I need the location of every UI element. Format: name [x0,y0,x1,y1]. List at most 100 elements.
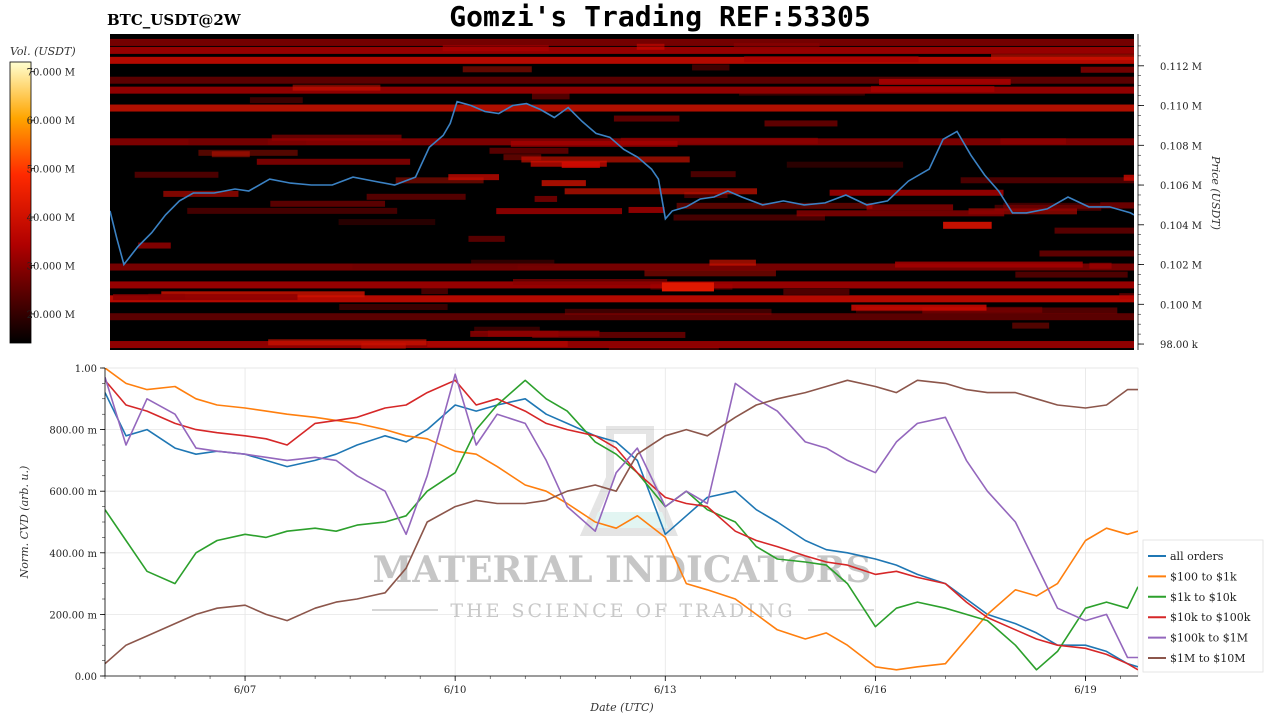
heatmap-band [110,46,1134,54]
heatmap-cell [676,202,873,209]
heatmap-cell [361,342,406,349]
cvd-x-axis-label: Date (UTC) [589,701,653,714]
heatmap-cell [628,206,665,213]
heatmap-cell [943,221,992,229]
price-tick-label: 0.112 M [1160,62,1202,73]
heatmap-cell [496,208,623,215]
heatmap-cell [211,151,250,158]
heatmap-cell [1089,262,1112,269]
heatmap-cell [636,43,665,50]
heatmap-cell [134,171,219,178]
heatmap-cell [786,161,904,168]
heatmap-cell [1100,202,1134,209]
cvd-y-tick-label: 800.00 m [49,426,97,437]
heatmap-cell [442,45,549,52]
legend: all orders $100 to $1k $1k to $10k $10k to … [1142,539,1264,673]
cvd-x-tick-label: 6/07 [234,685,256,696]
heatmap-cell [489,147,569,154]
colorbar-tick-label: 20.000 M [27,310,75,321]
heatmap-cell [692,64,730,71]
heatmap-cell [796,210,1005,217]
heatmap-cell [783,288,850,295]
heatmap-cell [448,174,500,181]
heatmap-cell [187,207,398,214]
cvd-series-line [105,379,1138,665]
heatmap-cell [352,263,518,270]
heatmap-cell [292,84,381,91]
colorbar-label: Vol. (USDT) [10,45,76,58]
heatmap-cell [922,307,1118,314]
price-axis-label: Price (USDT) [1209,155,1222,230]
cvd-y-tick-label: 0.00 [75,672,97,683]
price-line [110,100,1134,267]
heatmap-cell [249,97,303,104]
legend-entry-label: $100k to $1M [1170,632,1248,645]
heatmap-cell [474,326,540,333]
cvd-x-tick-label: 6/13 [654,685,676,696]
heatmap-cell [541,180,586,187]
legend-entry-label: all orders [1170,550,1224,563]
heatmap-panel: 0.112 M 0.110 M 0.108 M 0.106 M 0.104 M 0.102… [110,34,1222,351]
heatmap-cell [879,78,1011,85]
heatmap-cell [366,193,466,200]
heatmap-band [110,295,1134,303]
heatmap-band [110,76,1134,84]
heatmap-cell [733,43,820,50]
heatmap-cell [268,339,427,346]
price-tick-label: 0.104 M [1160,221,1202,232]
colorbar: Vol. (USDT) 70.000 M 60.000 M 50.000 M 40.0… [9,45,76,344]
heatmap-cell [338,219,436,226]
legend-entry-label: $10k to $100k [1170,611,1251,624]
cvd-series-line [105,392,1138,668]
heatmap-cell [991,54,1134,61]
chart-title: Gomzi's Trading REF:53305 [449,0,871,33]
heatmap-cell [468,235,505,242]
heatmap-cell [163,190,239,197]
heatmap-band [110,104,1134,112]
price-tick-label: 0.106 M [1160,181,1202,192]
heatmap-cell [690,171,736,178]
heatmap-cell [829,189,1004,196]
cvd-x-tick-label: 6/16 [864,685,886,696]
heatmap-cell [532,331,686,338]
heatmap-cell [138,242,171,249]
colorbar-gradient [9,61,32,344]
heatmap-cell [267,138,421,145]
legend-entry-label: $1k to $10k [1170,591,1237,604]
heatmap-cell [1119,293,1134,300]
heatmap-cell [256,158,411,165]
heatmap-cell [1015,271,1128,278]
cvd-series-line [105,379,1138,671]
heatmap-cell [968,208,1077,215]
watermark-tagline: THE SCIENCE OF TRADING [450,600,795,622]
legend-entry-label: $100 to $1k [1170,570,1237,583]
price-tick-label: 0.102 M [1160,261,1202,272]
price-tick-label: 0.110 M [1160,102,1202,113]
colorbar-tick-label: 60.000 M [27,116,75,127]
heatmap-cell [608,346,719,350]
heatmap-cell [561,161,600,168]
heatmap-cell [421,288,448,295]
heatmap-cell [661,282,714,292]
heatmap-cell [503,154,542,161]
heatmap-cell [960,177,1134,184]
heatmap-cell [895,261,1083,268]
cvd-x-tick-label: 6/10 [444,685,466,696]
price-tick-label: 98.00 k [1160,340,1199,351]
colorbar-tick-label: 50.000 M [27,165,75,176]
heatmap-cell [613,115,680,122]
heatmap-band [110,38,1134,46]
cvd-series-line [105,368,1138,671]
cvd-x-tick-label: 6/19 [1074,685,1096,696]
heatmap-cell [744,56,919,63]
colorbar-tick-label: 30.000 M [27,261,75,272]
price-tick-label: 0.100 M [1160,300,1202,311]
heatmap-cell [395,177,484,184]
heatmap-cell [113,294,298,301]
heatmap-band [110,263,1134,271]
heatmap-cell [673,214,825,221]
cvd-y-tick-label: 600.00 m [49,487,97,498]
heatmap-cell [339,304,448,311]
heatmap-cell [684,192,728,199]
